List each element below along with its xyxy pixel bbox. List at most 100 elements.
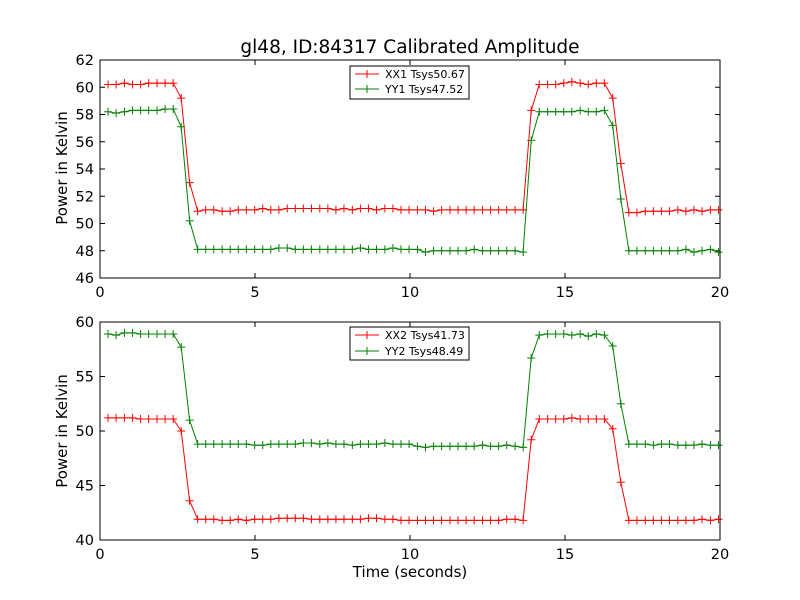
- chart-top-series-1-point-14: [218, 245, 227, 254]
- chart-bottom-series-0-point-61: [600, 415, 609, 424]
- chart-bottom-frame: [99, 321, 721, 541]
- chart-top-ytick-label-3: 52: [76, 189, 94, 205]
- chart-top-series-1-point-13: [209, 245, 218, 254]
- chart-bottom-series-1-point-70: [673, 441, 682, 450]
- chart-top-series-0-point-34: [380, 204, 389, 213]
- chart-bottom-series-0-point-6: [153, 415, 162, 424]
- chart-top-series-1-point-10: [185, 216, 194, 225]
- chart-bottom-xtick-label-3: 15: [556, 547, 574, 563]
- chart-bottom-series-1-point-19: [258, 441, 267, 450]
- chart-bottom-series-0-point-1: [112, 413, 121, 422]
- chart-top-series-0-point-24: [299, 204, 308, 213]
- chart-bottom-series-0-point-29: [339, 515, 348, 524]
- chart-top-series-0-point-45: [470, 205, 479, 214]
- chart-bottom-ytick-label-3: 55: [76, 370, 94, 386]
- chart-top-series-0-point-42: [445, 205, 454, 214]
- chart-bottom-series-0-point-37: [405, 516, 414, 525]
- chart-bottom-series-0-point-5: [144, 415, 153, 424]
- chart-top-series-0-point-31: [356, 204, 365, 213]
- chart-bottom-series-line-0: [108, 417, 719, 521]
- chart-bottom-series-1-point-54: [543, 329, 552, 338]
- chart-top-series-0-point-2: [120, 79, 129, 88]
- chart-bottom-series-0-point-42: [445, 516, 454, 525]
- chart-top-series-1-point-33: [372, 245, 381, 254]
- chart-top-series-1-point-31: [356, 244, 365, 253]
- chart-bottom-series-0-point-68: [657, 516, 666, 525]
- chart-bottom-series-1-point-62: [608, 341, 617, 350]
- chart-top-series-1-point-2: [120, 107, 129, 116]
- chart-bottom-series-1-point-16: [234, 440, 243, 449]
- chart-bottom-series-1-point-64: [624, 440, 633, 449]
- chart-bottom-series-0-point-7: [161, 415, 170, 424]
- chart-top-series-1-point-69: [665, 246, 674, 255]
- chart-top-series-0-point-58: [576, 79, 585, 88]
- chart-top-series-1-point-65: [632, 246, 641, 255]
- chart-top-series-1-point-36: [397, 245, 406, 254]
- chart-bottom-series-0-point-67: [649, 516, 658, 525]
- chart-bottom-series-1-point-27: [323, 438, 332, 447]
- chart-top-xtick-label-2: 10: [401, 285, 419, 301]
- chart-bottom-series-0-point-58: [576, 415, 585, 424]
- chart-top-series-1-point-63: [616, 194, 625, 203]
- chart-top-series-0-point-60: [592, 79, 601, 88]
- chart-top-series-1-point-5: [144, 106, 153, 115]
- chart-bottom-xtick-label-0: 0: [95, 547, 104, 563]
- chart-bottom-series-1-point-2: [120, 328, 129, 337]
- chart-bottom-series-1-point-74: [706, 441, 715, 450]
- chart-bottom-series-1-point-75: [714, 441, 723, 450]
- chart-top-series-0-point-62: [608, 94, 617, 103]
- chart-bottom-series-0-point-50: [511, 515, 520, 524]
- chart-top-series-1-point-9: [177, 122, 186, 131]
- chart-top-series-1-point-57: [567, 107, 576, 116]
- chart-top-series-0-point-53: [535, 80, 544, 89]
- chart-bottom-series-0-point-39: [421, 516, 430, 525]
- chart-top-series-1-point-75: [714, 248, 723, 257]
- chart-bottom-series-0-point-60: [592, 415, 601, 424]
- chart-bottom-series-0-point-3: [128, 413, 137, 422]
- chart-bottom-series-1-point-30: [348, 441, 357, 450]
- chart-bottom-series-0-point-69: [665, 516, 674, 525]
- chart-top-series-0-point-8: [169, 79, 178, 88]
- chart-top-series-0-point-29: [339, 204, 348, 213]
- chart-top-series-1-point-19: [258, 245, 267, 254]
- chart-top-series-0-point-17: [242, 205, 251, 214]
- chart-top-series-1-point-72: [689, 248, 698, 257]
- chart-bottom-series-1-point-60: [592, 329, 601, 338]
- chart-bottom-series-1-point-56: [559, 329, 568, 338]
- chart-bottom-ticks: 0 5 10 15 20 40 45 50 55 60: [76, 315, 730, 563]
- chart-bottom-series-0-point-44: [462, 516, 471, 525]
- chart-bottom-series-1-point-71: [681, 441, 690, 450]
- chart-bottom-series-0-point-4: [136, 415, 145, 424]
- chart-top-series-1-point-50: [511, 246, 520, 255]
- chart-top-xtick-label-1: 5: [250, 285, 259, 301]
- chart-top-series-0-point-46: [478, 205, 487, 214]
- chart-top-series-0-point-61: [600, 79, 609, 88]
- chart-top-series-1-point-56: [559, 107, 568, 116]
- chart-top-xtick-label-4: 20: [711, 285, 729, 301]
- chart-bottom-series-0-point-43: [454, 516, 463, 525]
- chart-top-series-0-point-40: [429, 207, 438, 216]
- chart-bottom-series-1-point-43: [454, 442, 463, 451]
- chart-bottom-series-1-point-4: [136, 329, 145, 338]
- chart-bottom-series-1-point-11: [193, 440, 202, 449]
- chart-top-series-line-0: [108, 81, 719, 214]
- chart-bottom-xlabel: Time (seconds): [352, 563, 468, 581]
- chart-top-series-1-point-52: [527, 136, 536, 145]
- chart-bottom-series-1-point-38: [413, 442, 422, 451]
- chart-bottom-series-0-point-52: [527, 435, 536, 444]
- chart-bottom-series-1-point-41: [437, 442, 446, 451]
- chart-top-series-0-point-72: [689, 205, 698, 214]
- chart-bottom-series-1-point-35: [388, 440, 397, 449]
- chart-top-series-1-point-32: [364, 245, 373, 254]
- chart-bottom-series-0-point-0: [104, 413, 113, 422]
- chart-bottom-series-1-point-45: [470, 442, 479, 451]
- chart-bottom-series-0-point-64: [624, 516, 633, 525]
- chart-top-series-1-point-4: [136, 106, 145, 115]
- chart-top-series-1-point-42: [445, 246, 454, 255]
- chart-bottom-series-0-point-24: [299, 514, 308, 523]
- chart-top-series-0-point-4: [136, 80, 145, 89]
- chart-top-series-1-point-41: [437, 246, 446, 255]
- chart-top-series-1-point-67: [649, 246, 658, 255]
- chart-bottom-series-0-point-12: [201, 515, 210, 524]
- chart-top-series-1-point-29: [339, 245, 348, 254]
